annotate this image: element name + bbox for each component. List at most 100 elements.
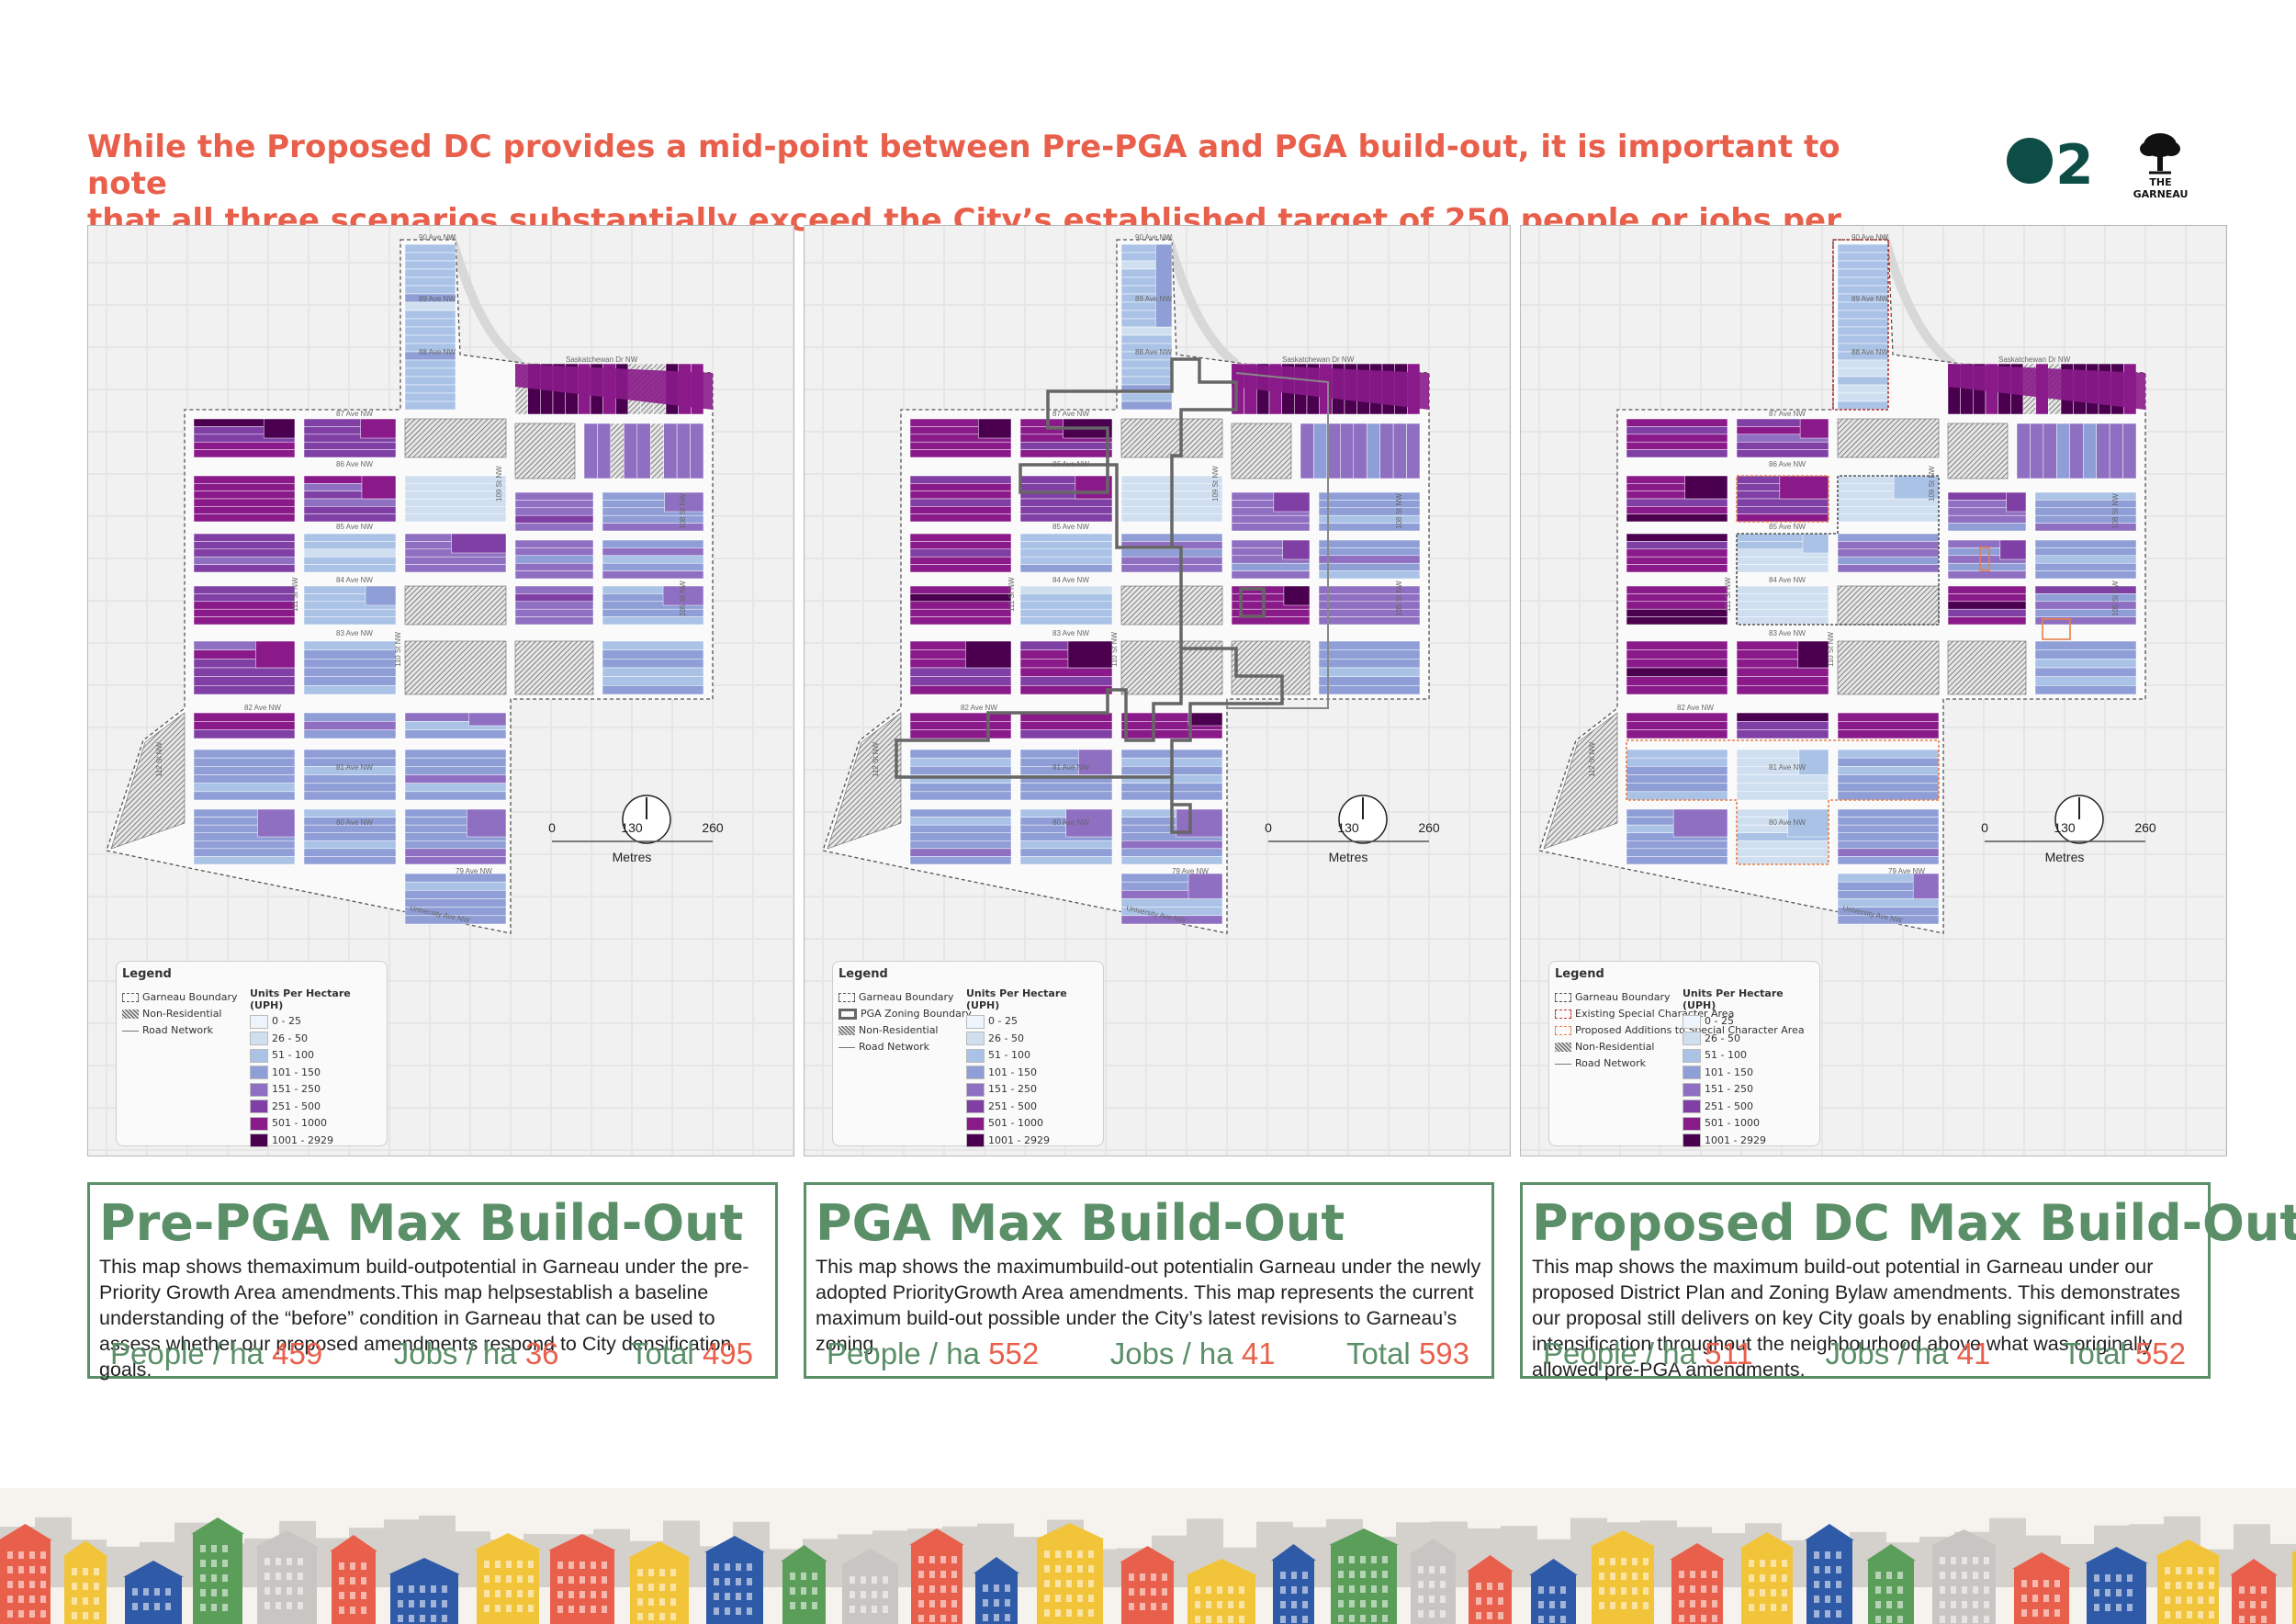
lot — [1837, 318, 1889, 328]
lot — [514, 523, 594, 532]
lot — [2034, 491, 2137, 501]
lot — [193, 533, 296, 542]
lot — [1019, 685, 1113, 695]
non-residential-parcel — [1120, 585, 1223, 626]
lot — [451, 533, 507, 554]
lot — [1736, 616, 1829, 626]
lot — [2034, 547, 2137, 557]
street-label: 108 St NW — [679, 493, 687, 529]
legend-item: Proposed Additions to Special Character … — [1575, 1024, 1805, 1036]
street-label: 85 Ave NW — [1052, 523, 1089, 531]
lot — [193, 608, 296, 617]
lot — [2006, 491, 2027, 513]
lot — [1736, 556, 1829, 565]
uph-legend-row: 501 - 1000 — [250, 1115, 387, 1133]
lot — [1837, 268, 1889, 278]
lot — [909, 541, 1012, 550]
lot — [909, 616, 1012, 626]
legend-item: Non-Residential — [1575, 1041, 1655, 1053]
lot — [404, 326, 456, 336]
lot — [1736, 856, 1829, 865]
lot — [1318, 491, 1421, 501]
basemap-road — [1879, 233, 1956, 367]
street-label: Saskatchewan Dr NW — [1282, 355, 1355, 364]
lot — [514, 585, 594, 594]
density-block — [1736, 418, 1829, 458]
street-label: 87 Ave NW — [336, 410, 373, 418]
uph-swatch — [1683, 1066, 1701, 1080]
lot — [303, 676, 397, 686]
density-block — [514, 585, 594, 626]
lot — [1379, 423, 1394, 479]
lot — [1626, 685, 1728, 695]
lot — [193, 685, 296, 695]
lot — [1326, 423, 1341, 479]
lot — [1798, 749, 1829, 775]
lot — [909, 808, 1012, 818]
density-block — [1019, 808, 1113, 865]
house — [1329, 1528, 1399, 1624]
lot — [1626, 593, 1728, 603]
lot — [1626, 783, 1728, 793]
lot — [1019, 856, 1113, 865]
non-residential-parcel — [404, 418, 507, 458]
density-block — [193, 475, 296, 523]
lot — [1366, 423, 1380, 479]
people-value: 511 — [1705, 1336, 1753, 1370]
legend-item: Garneau Boundary — [142, 991, 238, 1003]
density-block — [1626, 585, 1728, 626]
lot — [1736, 449, 1829, 458]
lot — [1999, 539, 2027, 560]
lot — [303, 783, 397, 793]
lot — [193, 766, 296, 775]
density-block — [1626, 418, 1728, 458]
density-block — [1736, 640, 1829, 695]
lot — [404, 392, 456, 402]
lot — [2034, 570, 2137, 580]
lot — [303, 832, 397, 841]
lot — [1406, 423, 1421, 479]
density-block — [303, 533, 397, 573]
density-block — [1948, 364, 2145, 410]
lot — [467, 808, 507, 838]
lot — [2109, 423, 2123, 479]
lot — [1626, 667, 1728, 677]
lot — [1626, 721, 1728, 730]
street-label: 82 Ave NW — [961, 704, 997, 712]
lot — [1318, 601, 1421, 610]
lot — [514, 608, 594, 617]
lot — [2034, 667, 2137, 677]
map-panel-proposed-dc: 90 Ave NW 89 Ave NW 88 Ave NW Saskatchewan … — [1520, 225, 2227, 1156]
lot — [193, 856, 296, 865]
street-label: 81 Ave NW — [1052, 763, 1089, 772]
street-label: 85 Ave NW — [1769, 523, 1806, 531]
total-value: 552 — [2134, 1336, 2186, 1370]
lot — [1626, 659, 1728, 669]
density-block — [2016, 423, 2137, 479]
lot — [404, 890, 507, 899]
lot — [1019, 791, 1113, 801]
lot — [909, 483, 1012, 491]
street-label: 82 Ave NW — [244, 704, 281, 712]
uph-swatch — [1683, 1082, 1701, 1097]
street-label: 89 Ave NW — [1851, 295, 1888, 303]
lot — [404, 757, 507, 767]
scale-unit: Metres — [2045, 850, 2085, 864]
lot — [404, 729, 507, 739]
lot — [1318, 523, 1421, 532]
lot — [602, 659, 704, 669]
jobs-label: Jobs / ha — [1825, 1336, 1949, 1370]
card-title: PGA Max Build-Out — [816, 1194, 1345, 1252]
lot — [303, 685, 397, 695]
lot — [1626, 649, 1728, 660]
uph-legend-row: 51 - 100 — [966, 1047, 1103, 1065]
lot — [1626, 585, 1728, 594]
lot — [965, 640, 1012, 669]
uph-class-label: 26 - 50 — [272, 1032, 308, 1044]
house — [123, 1561, 184, 1624]
lot — [404, 400, 456, 411]
lot — [1802, 533, 1829, 554]
density-block — [515, 364, 713, 410]
uph-class-label: 51 - 100 — [1705, 1049, 1747, 1061]
o2-logo: 2 — [2005, 129, 2115, 197]
